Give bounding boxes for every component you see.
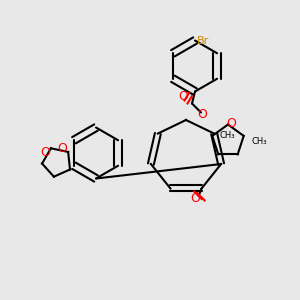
Text: O: O bbox=[226, 116, 236, 130]
Text: O: O bbox=[198, 107, 207, 121]
Text: CH₃: CH₃ bbox=[251, 137, 267, 146]
Text: O: O bbox=[178, 89, 188, 103]
Text: CH₃: CH₃ bbox=[220, 131, 235, 140]
Text: O: O bbox=[57, 142, 67, 155]
Text: Br: Br bbox=[196, 35, 209, 46]
Text: O: O bbox=[40, 146, 50, 159]
Text: O: O bbox=[191, 192, 201, 206]
